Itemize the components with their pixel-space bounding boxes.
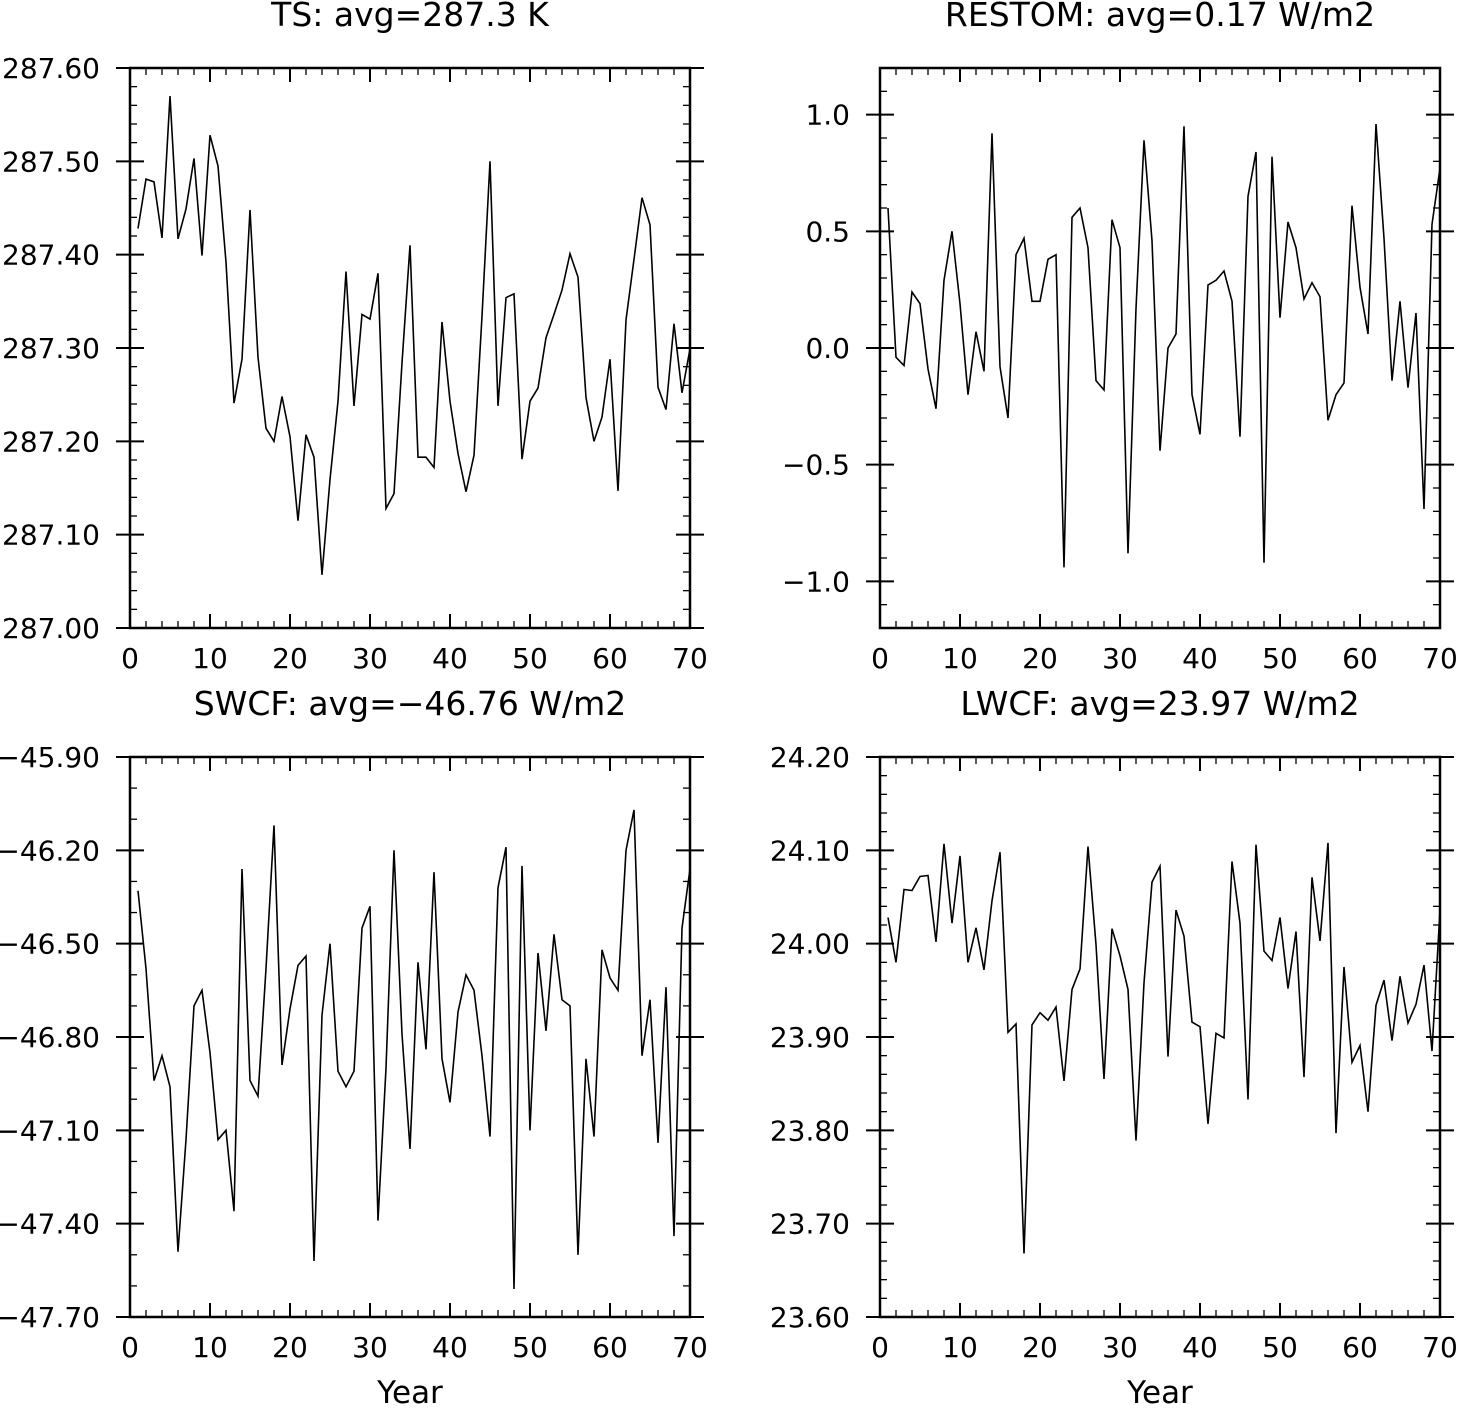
panel-2: RESTOM: avg=0.17 W/m2 0 10 20 30 40 50 60 70 −1.0… — [782, 0, 1457, 675]
panel-4-plot-frame — [878, 755, 1442, 1319]
panel-2-x-tick-label: 30 — [1102, 642, 1138, 675]
panel-3-x-axis-title: Year — [376, 1375, 443, 1411]
panel-4-y-tick-label: 23.80 — [770, 1114, 850, 1147]
panel-3-y-tick-label: −45.90 — [0, 741, 100, 774]
panel-3-y-tick-label: −46.20 — [0, 834, 100, 867]
panel-4-series-line — [887, 842, 1441, 1254]
panel-3-x-tick-label: 70 — [672, 1331, 708, 1364]
panel-2-series-line — [887, 123, 1441, 568]
panel-1-y-tick-label: 287.10 — [2, 519, 100, 552]
panel-2-x-tick-label: 20 — [1022, 642, 1058, 675]
panel-4-y-tick-label: 24.00 — [770, 928, 850, 961]
panel-2-x-tick-label: 10 — [942, 642, 978, 675]
panel-1-y-tick-label: 287.00 — [2, 612, 100, 645]
panel-1-y-tick-label: 287.30 — [2, 332, 100, 365]
panel-1-x-tick-label: 30 — [352, 642, 388, 675]
panel-2-y-tick-label: −0.5 — [782, 449, 850, 482]
panel-2-x-tick-label: 50 — [1262, 642, 1298, 675]
panel-3-x-tick-label: 40 — [432, 1331, 468, 1364]
panel-4-x-axis-title: Year — [1126, 1375, 1193, 1411]
panel-1-series-line — [137, 95, 691, 575]
panel-1-x-tick-label: 0 — [121, 642, 139, 675]
panel-2-x-tick-label: 70 — [1422, 642, 1457, 675]
panel-2-title: RESTOM: avg=0.17 W/m2 — [945, 0, 1375, 34]
panel-3-title: SWCF: avg=−46.76 W/m2 — [194, 684, 627, 723]
panel-3-y-tick-label: −46.50 — [0, 928, 100, 961]
panel-3-x-tick-label: 10 — [192, 1331, 228, 1364]
panel-4-title: LWCF: avg=23.97 W/m2 — [960, 684, 1359, 723]
panel-1-x-tick-label: 70 — [672, 642, 708, 675]
panel-2-y-tick-label: −1.0 — [782, 565, 850, 598]
panel-4-y-tick-label: 23.90 — [770, 1021, 850, 1054]
panel-4-x-tick-label: 50 — [1262, 1331, 1298, 1364]
panel-1-title: TS: avg=287.3 K — [270, 0, 550, 34]
panel-4-x-tick-label: 30 — [1102, 1331, 1138, 1364]
panel-3-y-tick-label: −47.10 — [0, 1114, 100, 1147]
panel-4-x-tick-label: 20 — [1022, 1331, 1058, 1364]
panel-3-x-tick-label: 0 — [121, 1331, 139, 1364]
panel-2-x-tick-label: 0 — [871, 642, 889, 675]
panel-1-x-tick-label: 20 — [272, 642, 308, 675]
panel-4-y-tick-label: 24.10 — [770, 834, 850, 867]
panel-3-series-line — [137, 809, 691, 1290]
panel-1-x-tick-label: 10 — [192, 642, 228, 675]
panel-4-x-tick-label: 40 — [1182, 1331, 1218, 1364]
panel-3-x-tick-label: 30 — [352, 1331, 388, 1364]
panel-3-y-tick-label: −46.80 — [0, 1021, 100, 1054]
panel-4-x-tick-label: 70 — [1422, 1331, 1457, 1364]
panel-4-y-tick-label: 23.60 — [770, 1301, 850, 1334]
panel-2-x-tick-label: 60 — [1342, 642, 1378, 675]
panel-3: SWCF: avg=−46.76 W/m2 0 10 20 30 40 50 60 70 −47.… — [0, 684, 708, 1411]
panel-3-x-tick-label: 60 — [592, 1331, 628, 1364]
panel-4-x-tick-label: 10 — [942, 1331, 978, 1364]
panel-1-y-tick-label: 287.40 — [2, 239, 100, 272]
panel-2-y-tick-label: 1.0 — [805, 99, 850, 132]
panel-2-y-tick-label: 0.0 — [805, 332, 850, 365]
panel-4-x-tick-label: 0 — [871, 1331, 889, 1364]
panel-3-x-tick-label: 20 — [272, 1331, 308, 1364]
panel-3-y-tick-label: −47.70 — [0, 1301, 100, 1334]
panel-4: LWCF: avg=23.97 W/m2 0 10 20 30 40 50 60 70 23.60… — [770, 684, 1457, 1411]
panel-3-y-tick-label: −47.40 — [0, 1208, 100, 1241]
panel-1-y-tick-label: 287.20 — [2, 425, 100, 458]
panel-2-y-tick-label: 0.5 — [805, 215, 850, 248]
panel-1-x-tick-label: 60 — [592, 642, 628, 675]
panel-1-y-tick-label: 287.60 — [2, 52, 100, 85]
panel-3-x-tick-label: 50 — [512, 1331, 548, 1364]
panel-1-x-tick-label: 50 — [512, 642, 548, 675]
panel-2-x-tick-label: 40 — [1182, 642, 1218, 675]
panel-4-x-tick-label: 60 — [1342, 1331, 1378, 1364]
panel-1: TS: avg=287.3 K 0 10 20 30 40 50 60 70 287.00 287.… — [2, 0, 708, 675]
panel-1-x-tick-label: 40 — [432, 642, 468, 675]
panel-4-y-tick-label: 24.20 — [770, 741, 850, 774]
panel-4-y-tick-label: 23.70 — [770, 1208, 850, 1241]
panel-3-plot-frame — [128, 755, 692, 1319]
panel-1-y-tick-label: 287.50 — [2, 145, 100, 178]
